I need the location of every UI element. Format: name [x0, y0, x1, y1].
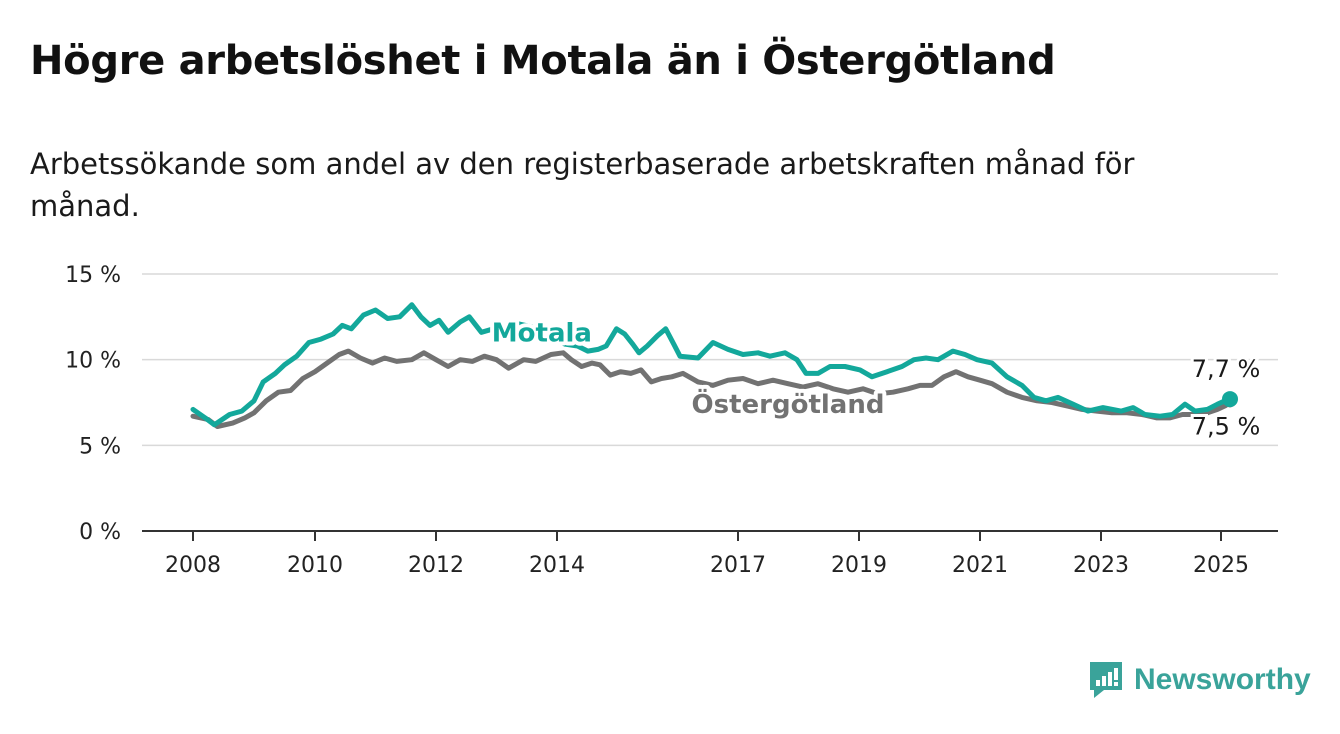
series-line-ostergotland	[190, 348, 1233, 429]
x-tick-label: 2025	[1193, 553, 1249, 578]
x-tick-label: 2017	[710, 553, 766, 578]
x-tick-label: 2008	[165, 553, 221, 578]
x-tick-label: 2021	[952, 553, 1008, 578]
page-subtitle: Arbetssökande som andel av den registerb…	[30, 147, 1135, 223]
x-tick-label: 2012	[408, 553, 464, 578]
series-end-point	[1222, 391, 1238, 408]
y-tick-label: 10 %	[65, 349, 121, 374]
y-tick-label: 15 %	[65, 263, 121, 288]
series-inline-label: Östergötland	[692, 387, 885, 420]
page-title: Högre arbetslöshet i Motala än i Östergö…	[30, 38, 1056, 84]
x-tick-label: 2010	[287, 553, 343, 578]
x-tick-label: 2014	[529, 553, 585, 578]
y-tick-label: 0 %	[79, 520, 121, 545]
series-inline-label: Motala	[492, 318, 592, 348]
label-layer: Motala Östergötland 7,7 % 7,5 %	[488, 314, 1264, 443]
brand-name: Newsworthy	[1134, 663, 1311, 696]
x-tick-label: 2019	[831, 553, 887, 578]
brand: Newsworthy	[1088, 660, 1311, 700]
series-line-motala	[190, 302, 1233, 428]
newsworthy-logo-icon	[1090, 662, 1122, 698]
series-layer	[190, 302, 1238, 429]
grid-layer: 0 % 5 % 10 % 15 % 2008 2010 2012 2014 2017 2019 20…	[65, 263, 1278, 578]
series-end-value-label: 7,7 %	[1192, 355, 1261, 383]
x-tick-label: 2023	[1073, 553, 1129, 578]
series-end-value-label: 7,5 %	[1192, 413, 1261, 441]
y-tick-label: 5 %	[79, 434, 121, 459]
